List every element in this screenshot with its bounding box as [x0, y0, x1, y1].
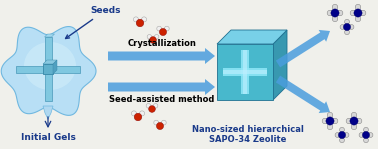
Circle shape	[368, 133, 373, 137]
Polygon shape	[43, 60, 57, 64]
Circle shape	[338, 10, 343, 16]
Polygon shape	[43, 106, 53, 119]
Circle shape	[356, 118, 362, 124]
Circle shape	[164, 26, 169, 31]
Circle shape	[160, 28, 167, 36]
Circle shape	[139, 111, 144, 116]
FancyBboxPatch shape	[223, 70, 267, 74]
FancyBboxPatch shape	[242, 50, 249, 94]
Polygon shape	[53, 60, 57, 74]
Circle shape	[350, 10, 356, 16]
Circle shape	[141, 17, 147, 22]
Circle shape	[331, 9, 339, 17]
Circle shape	[161, 120, 166, 125]
Circle shape	[132, 111, 136, 116]
Circle shape	[355, 16, 361, 22]
Circle shape	[133, 17, 138, 22]
Text: Crystallization: Crystallization	[127, 39, 197, 49]
Circle shape	[332, 16, 338, 22]
Circle shape	[338, 131, 345, 139]
Circle shape	[346, 118, 352, 124]
Circle shape	[150, 37, 156, 43]
Circle shape	[339, 127, 344, 132]
FancyBboxPatch shape	[223, 68, 267, 76]
Polygon shape	[273, 30, 287, 100]
Circle shape	[335, 133, 340, 137]
FancyBboxPatch shape	[16, 66, 80, 73]
Polygon shape	[217, 44, 273, 100]
Circle shape	[327, 124, 333, 130]
Circle shape	[364, 138, 369, 143]
Circle shape	[354, 9, 362, 17]
Circle shape	[345, 30, 349, 35]
Circle shape	[322, 118, 328, 124]
Circle shape	[134, 113, 142, 121]
Circle shape	[146, 104, 151, 108]
Circle shape	[149, 106, 155, 112]
Circle shape	[351, 112, 357, 118]
Circle shape	[156, 122, 164, 130]
Text: Seeds: Seeds	[65, 6, 121, 38]
Polygon shape	[276, 30, 330, 67]
Text: Initial Gels: Initial Gels	[20, 133, 76, 142]
Text: Nano-sized hierarchical: Nano-sized hierarchical	[192, 125, 304, 135]
Circle shape	[332, 118, 338, 124]
Circle shape	[351, 124, 357, 130]
Text: SAPO-34 Zeolite: SAPO-34 Zeolite	[209, 135, 287, 143]
Polygon shape	[276, 76, 330, 113]
Circle shape	[350, 117, 358, 125]
FancyBboxPatch shape	[243, 50, 247, 94]
Circle shape	[327, 10, 333, 16]
Polygon shape	[1, 27, 96, 115]
Text: Seed-assisted method: Seed-assisted method	[109, 94, 215, 104]
Circle shape	[363, 131, 370, 139]
Polygon shape	[217, 30, 287, 44]
Circle shape	[327, 112, 333, 118]
Polygon shape	[45, 34, 54, 37]
Polygon shape	[108, 48, 215, 64]
Circle shape	[344, 133, 349, 137]
Circle shape	[154, 120, 158, 125]
Circle shape	[343, 23, 351, 31]
Circle shape	[340, 25, 345, 29]
Circle shape	[157, 26, 161, 31]
Circle shape	[359, 133, 364, 137]
Circle shape	[326, 117, 334, 125]
Circle shape	[364, 127, 369, 132]
FancyBboxPatch shape	[45, 37, 51, 101]
Circle shape	[345, 19, 349, 24]
FancyBboxPatch shape	[43, 64, 53, 74]
Circle shape	[332, 4, 338, 10]
Circle shape	[360, 10, 366, 16]
Ellipse shape	[24, 42, 76, 90]
Circle shape	[339, 138, 344, 143]
Circle shape	[154, 35, 159, 39]
Circle shape	[136, 19, 144, 27]
Polygon shape	[108, 79, 215, 95]
Circle shape	[349, 25, 354, 29]
Circle shape	[153, 104, 158, 108]
Circle shape	[147, 35, 152, 39]
Circle shape	[355, 4, 361, 10]
